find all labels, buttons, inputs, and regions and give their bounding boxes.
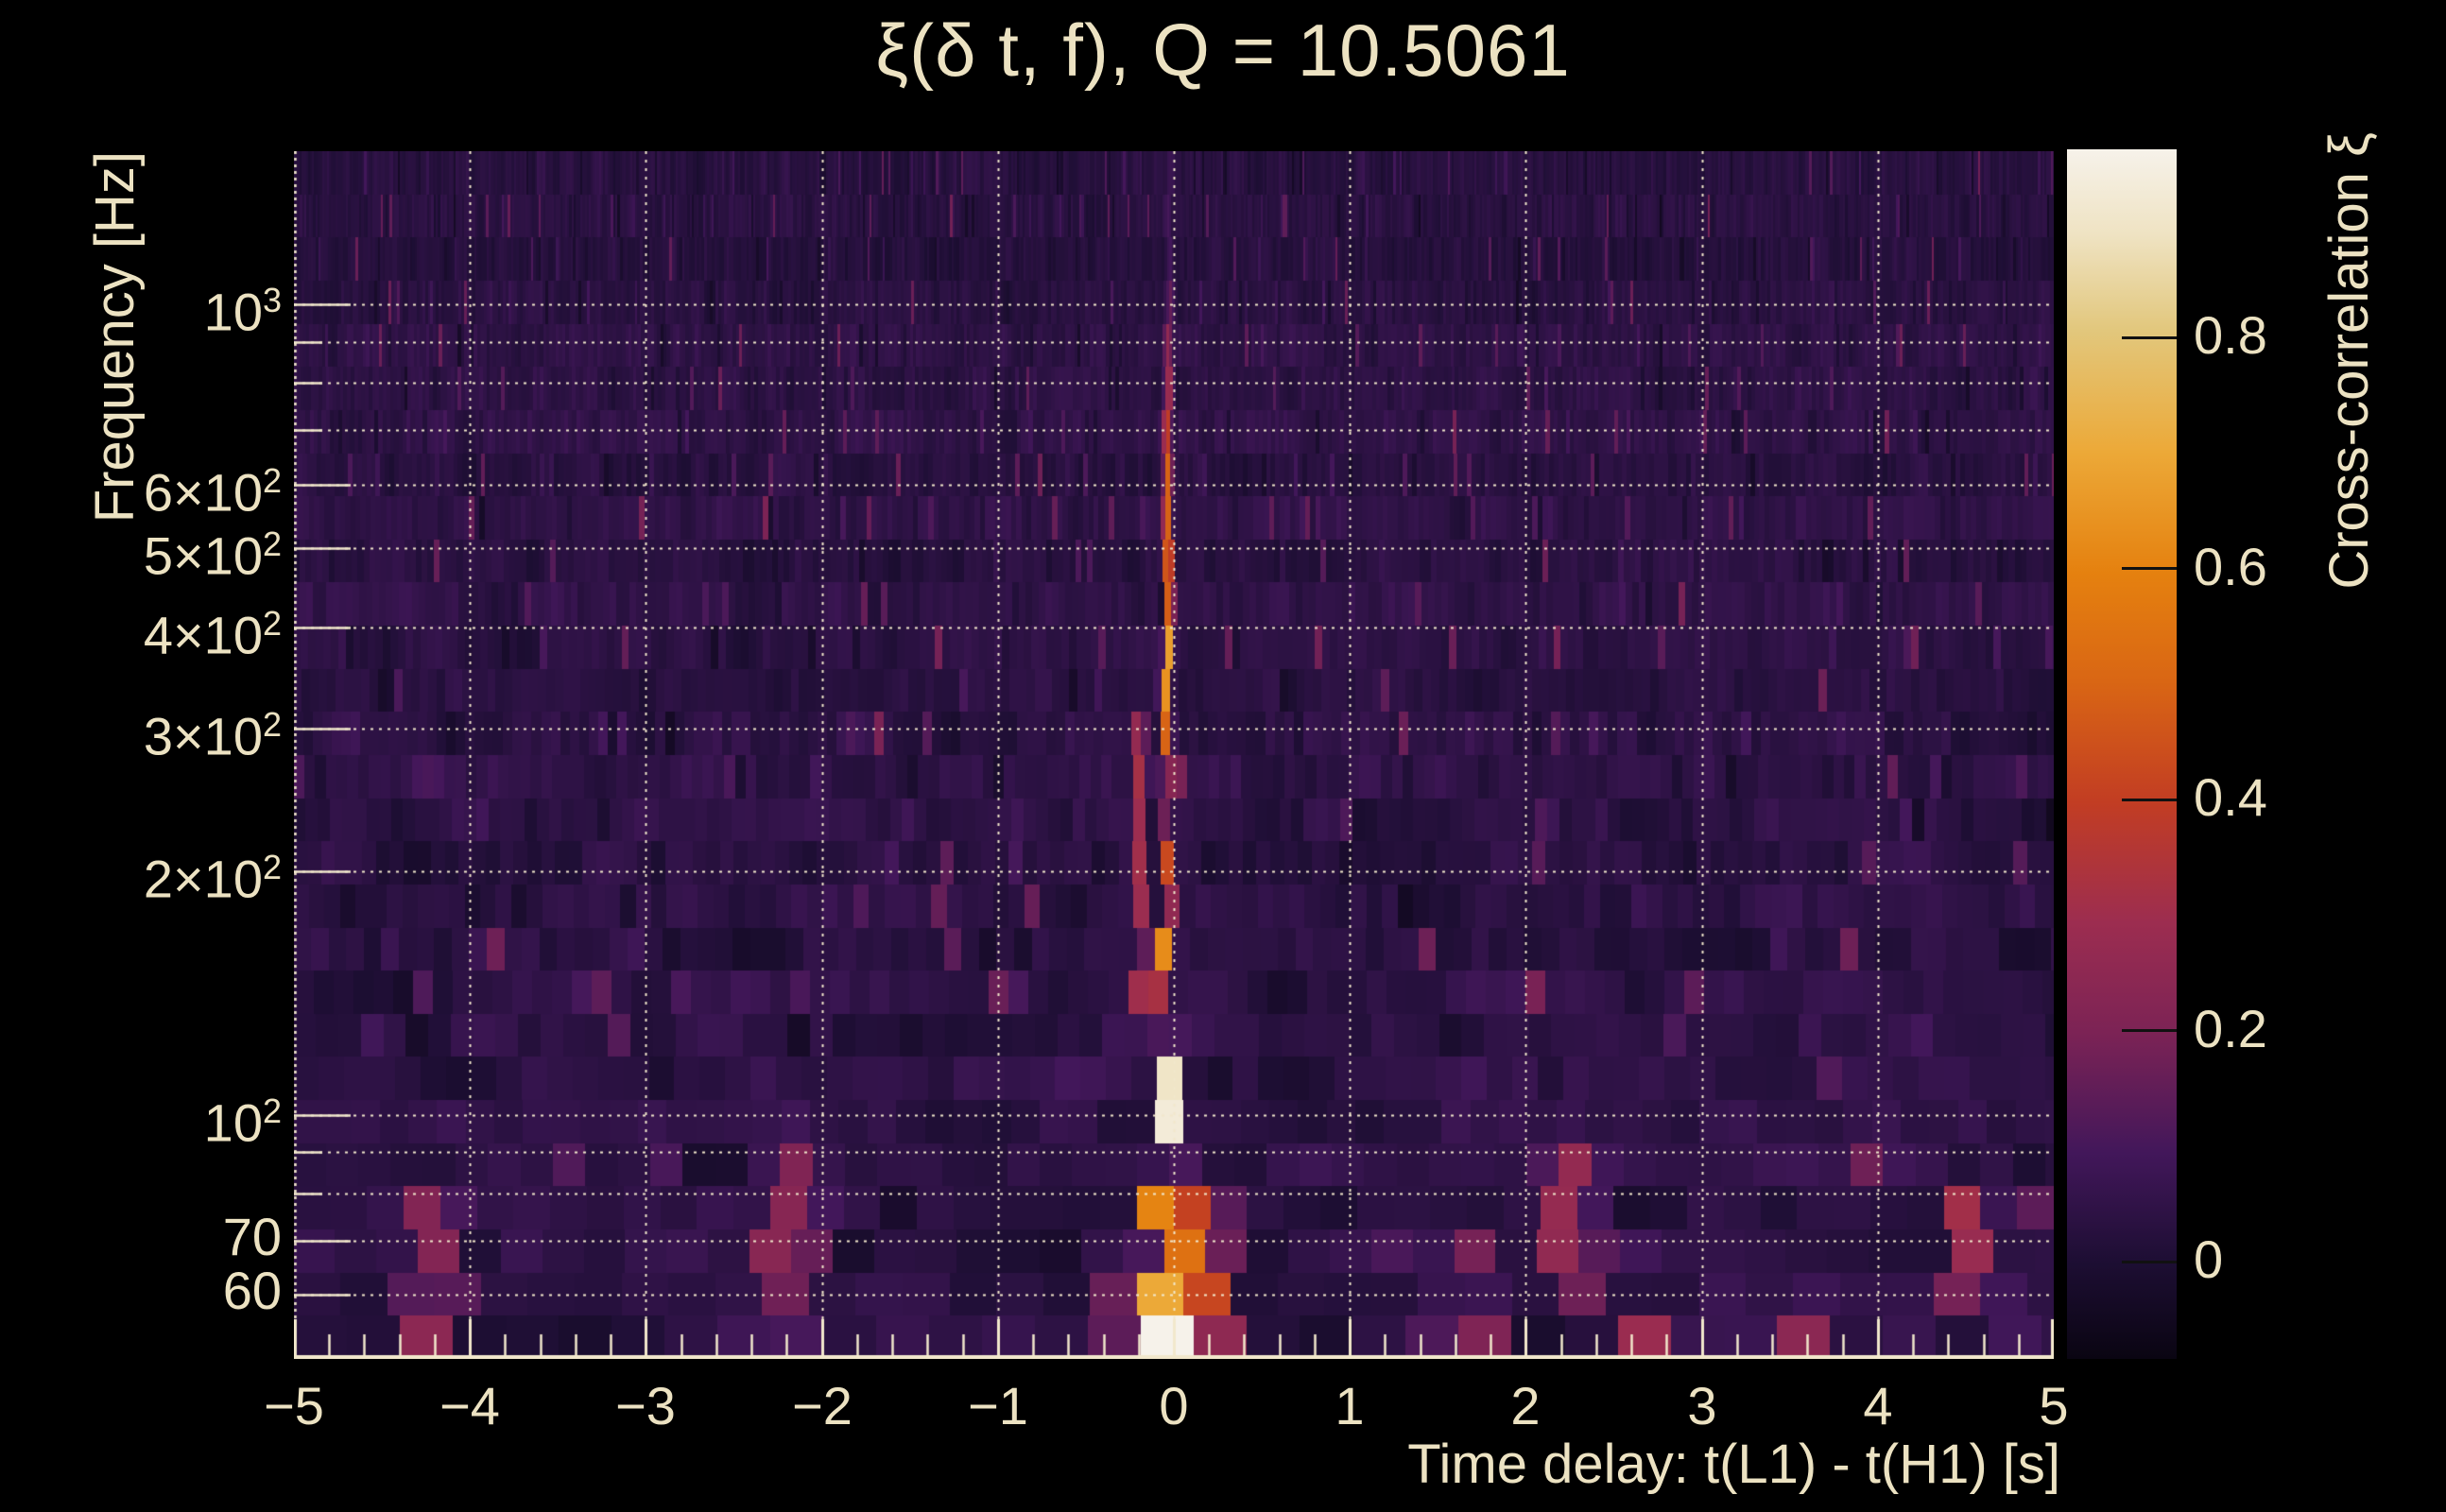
- heatmap-canvas: [294, 151, 2054, 1359]
- x-tick-label: 2: [1510, 1376, 1541, 1435]
- x-tick-label: 0: [1159, 1376, 1189, 1435]
- x-axis-title: Time delay: t(L1) - t(H1) [s]: [1407, 1434, 2060, 1495]
- y-tick-label: 103: [203, 281, 282, 342]
- colorbar-tick: [2122, 1029, 2177, 1032]
- colorbar-title: Cross-correlation ξ: [2318, 132, 2380, 590]
- y-tick-label: 60: [222, 1261, 282, 1320]
- colorbar-tick: [2122, 567, 2177, 570]
- colorbar-tick-label: 0.6: [2194, 537, 2267, 596]
- colorbar-gradient: [2067, 149, 2177, 1359]
- x-tick-label: −1: [968, 1376, 1028, 1435]
- y-tick-label: 3×102: [143, 705, 282, 766]
- colorbar-tick-label: 0.2: [2194, 999, 2267, 1058]
- colorbar-tick: [2122, 1261, 2177, 1263]
- y-tick-label: 102: [203, 1091, 282, 1153]
- chart-title: ξ(δ t, f), Q = 10.5061: [875, 9, 1571, 92]
- colorbar-tick-label: 0.8: [2194, 305, 2267, 365]
- colorbar-tick: [2122, 336, 2177, 339]
- colorbar-tick-label: 0: [2194, 1229, 2224, 1289]
- y-tick-label: 6×102: [143, 461, 282, 523]
- y-tick-label: 5×102: [143, 524, 282, 586]
- x-tick-label: 4: [1863, 1376, 1893, 1435]
- colorbar-tick-label: 0.4: [2194, 767, 2267, 827]
- y-tick-label: 70: [222, 1207, 282, 1266]
- y-tick-label: 4×102: [143, 604, 282, 665]
- x-tick-label: 5: [2039, 1376, 2069, 1435]
- y-axis-title: Frequency [Hz]: [84, 151, 146, 524]
- x-tick-label: 1: [1335, 1376, 1365, 1435]
- x-tick-label: 3: [1687, 1376, 1717, 1435]
- x-tick-label: −5: [264, 1376, 324, 1435]
- colorbar-tick: [2122, 799, 2177, 801]
- y-tick-label: 2×102: [143, 848, 282, 909]
- x-tick-label: −2: [792, 1376, 853, 1435]
- x-tick-label: −4: [439, 1376, 500, 1435]
- x-tick-label: −3: [615, 1376, 676, 1435]
